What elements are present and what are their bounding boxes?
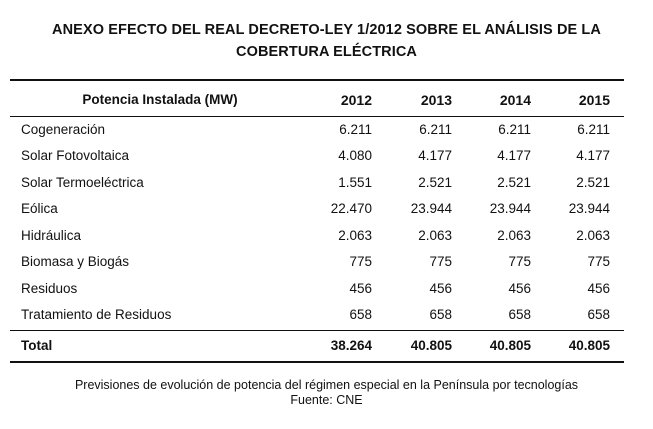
row-label: Solar Termoeléctrica <box>21 175 144 190</box>
cell-2015: 23.944 <box>568 201 610 216</box>
cell-2013: 23.944 <box>410 201 452 216</box>
row-label: Residuos <box>21 281 78 296</box>
row-label: Cogeneración <box>21 122 106 137</box>
cell-2012: 22.470 <box>330 201 372 216</box>
total-label: Total <box>21 338 53 353</box>
cell-2014: 658 <box>508 307 531 322</box>
header-separator <box>10 116 624 117</box>
total-row: Total 38.264 40.805 40.805 40.805 <box>10 335 624 357</box>
total-2014: 40.805 <box>489 338 531 353</box>
cell-2015: 775 <box>587 254 610 269</box>
cell-2015: 4.177 <box>576 148 610 163</box>
table-row: Tratamiento de Residuos 658 658 658 658 <box>10 304 624 326</box>
column-header-2015: 2015 <box>578 92 610 108</box>
cell-2015: 2.521 <box>576 175 610 190</box>
cell-2013: 2.521 <box>418 175 452 190</box>
cell-2015: 6.211 <box>577 122 610 137</box>
column-header-2012: 2012 <box>340 92 372 108</box>
row-label: Hidráulica <box>21 228 82 243</box>
cell-2013: 6.211 <box>419 122 452 137</box>
cell-2014: 2.063 <box>497 228 531 243</box>
table-row: Solar Termoeléctrica 1.551 2.521 2.521 2… <box>10 172 624 194</box>
cell-2012: 775 <box>349 254 372 269</box>
total-separator <box>10 330 624 331</box>
cell-2014: 456 <box>508 281 531 296</box>
cell-2014: 775 <box>508 254 531 269</box>
cell-2015: 2.063 <box>576 228 610 243</box>
cell-2012: 658 <box>349 307 372 322</box>
total-2012: 38.264 <box>330 338 372 353</box>
table-row: Cogeneración 6.211 6.211 6.211 6.211 <box>10 119 624 141</box>
source-note: Fuente: CNE <box>290 393 363 407</box>
cell-2012: 456 <box>349 281 372 296</box>
cell-2015: 456 <box>587 281 610 296</box>
total-2013: 40.805 <box>410 338 452 353</box>
table-header-row: Potencia Instalada (MW) 2012 2013 2014 2… <box>10 89 624 111</box>
cell-2015: 658 <box>587 307 610 322</box>
cell-2014: 23.944 <box>489 201 531 216</box>
cell-2013: 456 <box>429 281 452 296</box>
cell-2014: 4.177 <box>497 148 531 163</box>
cell-2012: 2.063 <box>338 228 372 243</box>
cell-2012: 1.551 <box>338 175 372 190</box>
total-2015: 40.805 <box>568 338 610 353</box>
table-row: Solar Fotovoltaica 4.080 4.177 4.177 4.1… <box>10 145 624 167</box>
table-caption: Previsiones de evolución de potencia del… <box>74 378 579 392</box>
cell-2013: 658 <box>429 307 452 322</box>
table-row: Hidráulica 2.063 2.063 2.063 2.063 <box>10 225 624 247</box>
cell-2014: 6.211 <box>498 122 531 137</box>
table-top-rule <box>10 79 624 81</box>
table-row: Biomasa y Biogás 775 775 775 775 <box>10 251 624 273</box>
row-label: Biomasa y Biogás <box>21 254 130 269</box>
row-label: Tratamiento de Residuos <box>21 307 172 322</box>
cell-2012: 4.080 <box>338 148 372 163</box>
cell-2012: 6.211 <box>339 122 372 137</box>
cell-2013: 775 <box>429 254 452 269</box>
row-label: Solar Fotovoltaica <box>21 148 130 163</box>
cell-2013: 4.177 <box>418 148 452 163</box>
row-label: Eólica <box>21 201 58 216</box>
table-row: Eólica 22.470 23.944 23.944 23.944 <box>10 198 624 220</box>
table-bottom-rule <box>10 361 624 363</box>
cell-2014: 2.521 <box>497 175 531 190</box>
column-header-2013: 2013 <box>420 92 452 108</box>
column-header-2014: 2014 <box>499 92 531 108</box>
document-title-line-1: ANEXO EFECTO DEL REAL DECRETO-LEY 1/2012… <box>52 22 601 38</box>
table-row: Residuos 456 456 456 456 <box>10 278 624 300</box>
cell-2013: 2.063 <box>418 228 452 243</box>
document-title-line-2: COBERTURA ELÉCTRICA <box>236 44 417 60</box>
column-header-power: Potencia Instalada (MW) <box>82 92 238 107</box>
